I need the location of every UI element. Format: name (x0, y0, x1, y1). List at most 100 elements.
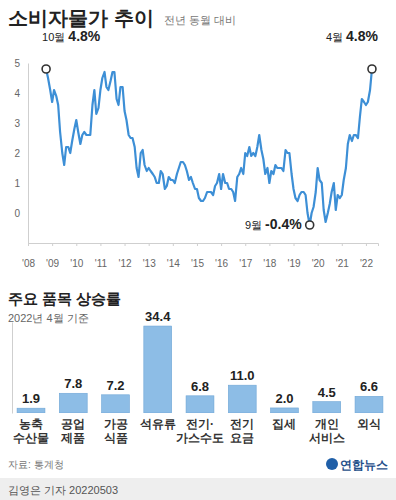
category-label: 외식 (357, 417, 381, 431)
y-tick-label: 0 (14, 208, 20, 219)
logo: 연합뉴스 (340, 458, 388, 472)
x-tick: '08 (22, 243, 35, 269)
title: 소비자물가 추이 (8, 7, 154, 29)
category-label: 전기요금 (230, 417, 254, 445)
category-label: 공업제품 (60, 417, 85, 445)
bar-y-axis (12, 323, 13, 414)
data-label: 2.0 (275, 391, 293, 406)
x-tick-mark (100, 243, 101, 246)
cpi-line (46, 69, 372, 225)
y-tick: 3 (14, 118, 28, 129)
x-tick: '11 (95, 243, 108, 269)
y-tick: 5 (14, 58, 28, 69)
annotation-label: 9월-0.4% (245, 216, 302, 232)
x-tick-label: '16 (215, 258, 228, 269)
y-tick-label: 2 (14, 148, 20, 159)
annotation-label: 10월4.8% (42, 28, 101, 44)
bar-plot-area (17, 326, 383, 413)
x-tick-mark (269, 243, 270, 246)
credit: 김영은 기자 20220503 (8, 484, 118, 496)
annotation-value: 4.8% (68, 28, 100, 44)
data-label: 4.5 (318, 385, 336, 400)
y-tick: 4 (14, 88, 28, 99)
subtitle: 전년 동월 대비 (164, 14, 236, 26)
y-tick: 0 (14, 208, 28, 219)
x-tick: '19 (287, 243, 300, 269)
x-tick-label: '14 (167, 258, 180, 269)
x-tick-label: '08 (22, 258, 35, 269)
x-tick-mark (318, 243, 319, 246)
chart-svg: 소비자물가 추이 전년 동월 대비 0 1 2 3 4 5 '08 '09 '10 '11 '12 '13… (0, 0, 396, 500)
annotation-month: 10월 (42, 31, 65, 43)
x-tick-mark (52, 243, 53, 246)
x-tick-label: '22 (360, 258, 373, 269)
annotation-marker (306, 221, 314, 229)
annotation-marker (368, 65, 376, 73)
x-tick: '18 (263, 243, 276, 269)
y-axis: 0 1 2 3 4 5 (14, 58, 28, 244)
x-tick-label: '11 (95, 258, 108, 269)
x-tick-mark (221, 243, 222, 246)
x-tick-mark (149, 243, 150, 246)
credit-strip (0, 478, 396, 500)
category-label: 석유류 (140, 417, 176, 431)
category-label: 전기·가스수도 (176, 417, 224, 445)
x-tick-label: '20 (312, 258, 325, 269)
bar (228, 385, 256, 413)
data-label: 6.8 (191, 379, 209, 394)
x-tick-label: '17 (239, 258, 252, 269)
y-tick-label: 4 (14, 88, 20, 99)
bar (102, 395, 130, 413)
bar (17, 408, 45, 413)
x-tick-label: '13 (143, 258, 156, 269)
plot-area (46, 69, 372, 225)
category-label: 가공식품 (104, 417, 128, 445)
annotation-label: 4월4.8% (326, 28, 379, 44)
x-axis: '08'09'10'11'12'13'14'15'16'17'18'19'20'… (22, 243, 379, 269)
x-tick: '13 (143, 243, 156, 269)
x-tick-mark (366, 243, 367, 246)
x-tick: '09 (46, 243, 59, 269)
y-tick-label: 5 (14, 58, 20, 69)
annotation-marker (42, 65, 50, 73)
x-tick-mark (245, 243, 246, 246)
annotation-month: 9월 (245, 219, 262, 231)
x-tick-mark (28, 243, 29, 246)
x-tick: '12 (119, 243, 132, 269)
data-label: 11.0 (230, 368, 255, 383)
bar (144, 326, 172, 413)
x-tick: '21 (336, 243, 349, 269)
x-tick: '20 (312, 243, 325, 269)
category-label: 개인서비스 (309, 417, 345, 445)
x-tick-label: '18 (263, 258, 276, 269)
x-tick-mark (342, 243, 343, 246)
category-label: 집세 (272, 417, 296, 431)
x-tick: '22 (360, 243, 373, 269)
data-label: 6.6 (360, 379, 378, 394)
annotation-value: 4.8% (346, 28, 378, 44)
x-tick-label: '12 (119, 258, 132, 269)
bar (313, 402, 341, 413)
x-tick: '14 (167, 243, 180, 269)
x-tick: '17 (239, 243, 252, 269)
x-tick-mark (173, 243, 174, 246)
source: 자료: 통계청 (8, 459, 64, 470)
y-tick: 1 (14, 178, 28, 189)
x-tick: '16 (215, 243, 228, 269)
annotation-month: 4월 (326, 31, 343, 43)
category-label: 농축수산물 (13, 417, 49, 445)
x-tick-mark (197, 243, 198, 246)
data-label: 7.8 (64, 376, 82, 391)
x-tick-mark (76, 243, 77, 246)
x-tick-label: '10 (70, 258, 83, 269)
logo-icon (326, 458, 338, 470)
y-tick-label: 3 (14, 118, 20, 129)
data-label: 34.4 (145, 309, 171, 324)
x-tick-mark (294, 243, 295, 246)
y-tick: 2 (14, 148, 28, 159)
x-axis-line (29, 244, 379, 247)
chart-root: 소비자물가 추이 전년 동월 대비 0 1 2 3 4 5 '08 '09 '10 '11 '12 '13… (0, 0, 396, 500)
bar-y-axis-line (12, 323, 13, 414)
x-tick: '10 (70, 243, 83, 269)
x-tick-label: '19 (287, 258, 300, 269)
